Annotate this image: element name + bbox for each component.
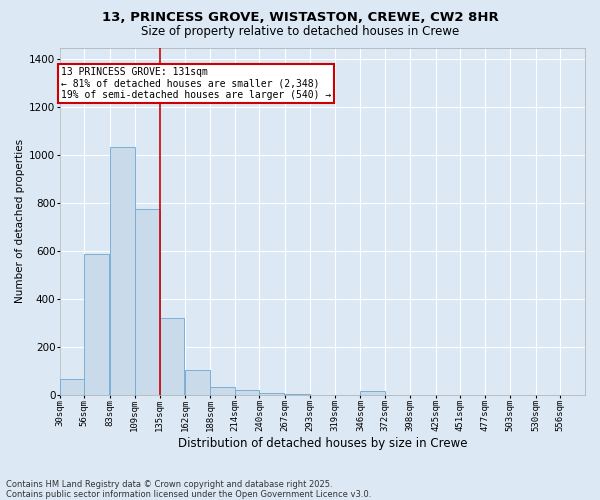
- Bar: [160, 318, 184, 395]
- Bar: [210, 386, 235, 395]
- Bar: [361, 392, 385, 395]
- X-axis label: Distribution of detached houses by size in Crewe: Distribution of detached houses by size …: [178, 437, 467, 450]
- Bar: [235, 390, 259, 395]
- Text: Contains HM Land Registry data © Crown copyright and database right 2025.
Contai: Contains HM Land Registry data © Crown c…: [6, 480, 371, 499]
- Bar: [59, 380, 85, 395]
- Bar: [185, 370, 210, 395]
- Bar: [259, 392, 284, 395]
- Bar: [110, 147, 135, 395]
- Bar: [85, 254, 109, 395]
- Y-axis label: Number of detached properties: Number of detached properties: [15, 139, 25, 304]
- Text: 13 PRINCESS GROVE: 131sqm
← 81% of detached houses are smaller (2,348)
19% of se: 13 PRINCESS GROVE: 131sqm ← 81% of detac…: [61, 66, 331, 100]
- Text: Size of property relative to detached houses in Crewe: Size of property relative to detached ho…: [141, 25, 459, 38]
- Bar: [135, 210, 160, 395]
- Bar: [285, 394, 310, 395]
- Text: 13, PRINCESS GROVE, WISTASTON, CREWE, CW2 8HR: 13, PRINCESS GROVE, WISTASTON, CREWE, CW…: [101, 11, 499, 24]
